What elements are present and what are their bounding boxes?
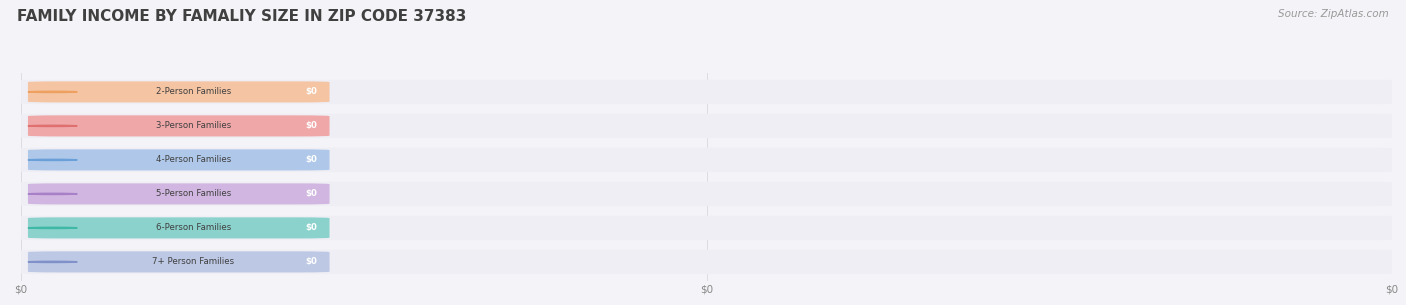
Text: 7+ Person Families: 7+ Person Families	[152, 257, 235, 266]
FancyBboxPatch shape	[21, 114, 1392, 138]
Circle shape	[28, 125, 77, 127]
Text: FAMILY INCOME BY FAMALIY SIZE IN ZIP CODE 37383: FAMILY INCOME BY FAMALIY SIZE IN ZIP COD…	[17, 9, 467, 24]
Text: 4-Person Families: 4-Person Families	[156, 156, 231, 164]
FancyBboxPatch shape	[21, 80, 1392, 104]
Text: $0: $0	[305, 223, 318, 232]
Text: $0: $0	[305, 121, 318, 131]
FancyBboxPatch shape	[28, 81, 329, 102]
FancyBboxPatch shape	[28, 217, 329, 239]
FancyBboxPatch shape	[21, 216, 1392, 240]
Circle shape	[28, 159, 77, 160]
FancyBboxPatch shape	[28, 149, 329, 170]
FancyBboxPatch shape	[28, 183, 329, 204]
Text: 6-Person Families: 6-Person Families	[156, 223, 231, 232]
FancyBboxPatch shape	[28, 251, 329, 272]
Text: 3-Person Families: 3-Person Families	[156, 121, 231, 131]
Text: $0: $0	[305, 156, 318, 164]
Text: $0: $0	[305, 88, 318, 96]
Text: $0: $0	[305, 257, 318, 266]
Circle shape	[28, 193, 77, 195]
Text: $0: $0	[305, 189, 318, 198]
Circle shape	[28, 227, 77, 228]
Text: 2-Person Families: 2-Person Families	[156, 88, 231, 96]
Text: 5-Person Families: 5-Person Families	[156, 189, 231, 198]
Text: Source: ZipAtlas.com: Source: ZipAtlas.com	[1278, 9, 1389, 19]
FancyBboxPatch shape	[21, 148, 1392, 172]
Circle shape	[28, 91, 77, 92]
FancyBboxPatch shape	[21, 182, 1392, 206]
FancyBboxPatch shape	[28, 115, 329, 136]
FancyBboxPatch shape	[21, 250, 1392, 274]
Circle shape	[28, 261, 77, 263]
